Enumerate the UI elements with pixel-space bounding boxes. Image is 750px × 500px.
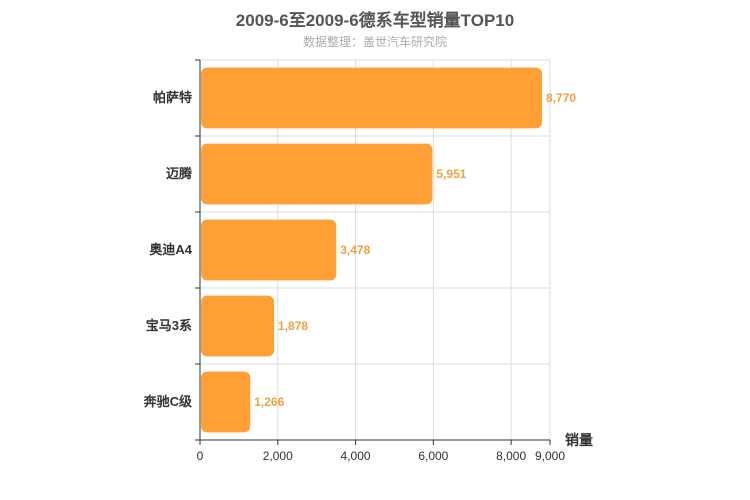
- x-tick-label-2000: 2,000: [263, 449, 293, 463]
- x-tick-label-8000: 8,000: [496, 449, 526, 463]
- data-label-4: 1,878: [278, 319, 308, 333]
- x-tick-label-6000: 6,000: [418, 449, 448, 463]
- bar-5: [201, 371, 251, 433]
- data-label-5: 1,266: [254, 395, 284, 409]
- labels: 帕萨特 8,770 迈腾 5,951 奥迪A4 3,478 宝马3系 1,878 奔驰C级 1,2…: [143, 90, 593, 463]
- chart-subtitle: 数据整理：盖世汽车研究院: [302, 35, 447, 49]
- data-label-3: 3,478: [340, 243, 370, 257]
- x-axis-title: 销量: [565, 432, 593, 448]
- data-label-1: 8,770: [546, 91, 576, 105]
- chart-title: 2009-6至2009-6德系车型销量TOP10: [235, 11, 515, 30]
- category-label-3: 奥迪A4: [149, 242, 192, 257]
- bar-1: [201, 67, 543, 129]
- x-tick-label-9000: 9,000: [535, 449, 565, 463]
- category-label-1: 帕萨特: [153, 90, 192, 105]
- bars: [201, 67, 543, 433]
- category-label-4: 宝马3系: [146, 318, 192, 333]
- bar-3: [201, 219, 337, 281]
- data-label-2: 5,951: [436, 167, 466, 181]
- axes: [195, 59, 551, 445]
- category-label-5: 奔驰C级: [143, 394, 193, 409]
- x-tick-label-4000: 4,000: [341, 449, 371, 463]
- category-label-2: 迈腾: [166, 166, 193, 181]
- bar-2: [201, 143, 433, 205]
- bar-4: [201, 295, 275, 357]
- x-tick-label-0: 0: [197, 449, 204, 463]
